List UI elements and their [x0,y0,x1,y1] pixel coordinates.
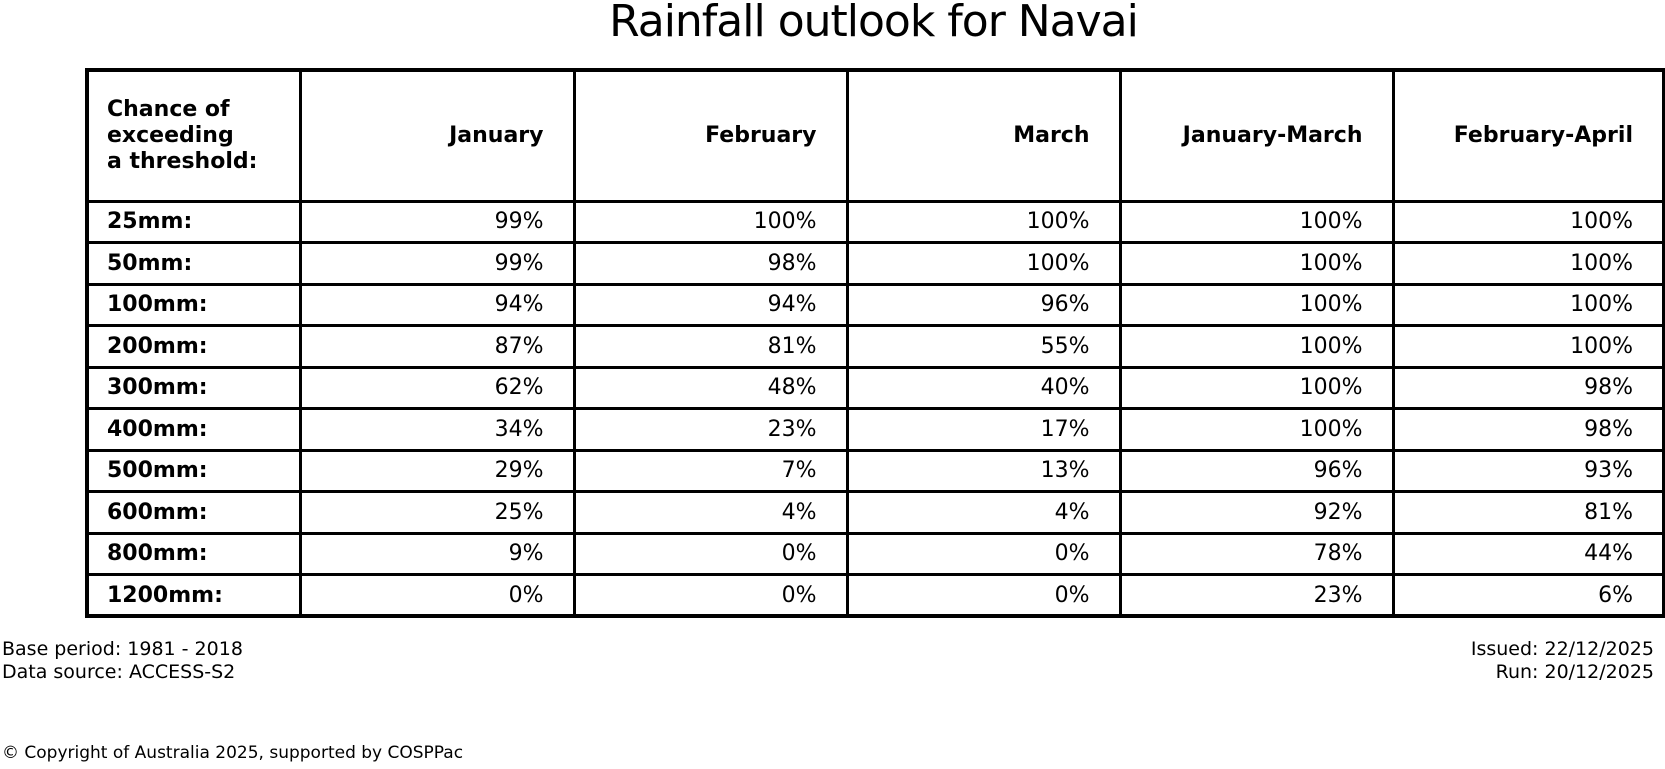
copyright-text: © Copyright of Australia 2025, supported… [2,743,464,763]
threshold-label: 25mm: [85,199,302,244]
table-body: 25mm: 99% 100% 100% 100% 100% 50mm: 99% 98% 100% 1… [85,199,1665,618]
probability-cell: 96% [845,282,1122,327]
probability-cell: 100% [1118,407,1395,452]
probability-cell: 4% [845,490,1122,535]
probability-cell: 17% [845,407,1122,452]
probability-cell: 13% [845,448,1122,493]
run-date-text: Run: 20/12/2025 [1495,661,1654,683]
table-row: 300mm: 62% 48% 40% 100% 98% [85,365,1665,410]
probability-cell: 25% [298,490,576,535]
data-source-text: Data source: ACCESS-S2 [2,661,236,683]
probability-cell: 40% [845,365,1122,410]
probability-cell: 55% [845,324,1122,369]
probability-cell: 98% [1391,407,1665,452]
threshold-label: 1200mm: [85,573,302,618]
table-row: 500mm: 29% 7% 13% 96% 93% [85,448,1665,493]
probability-cell: 34% [298,407,576,452]
table-header-row: Chance of exceeding a threshold: January… [85,68,1665,203]
probability-cell: 99% [298,241,576,286]
probability-cell: 100% [1391,282,1665,327]
table-row: 400mm: 34% 23% 17% 100% 98% [85,407,1665,452]
table-row: 100mm: 94% 94% 96% 100% 100% [85,282,1665,327]
probability-cell: 98% [572,241,849,286]
table-row: 50mm: 99% 98% 100% 100% 100% [85,241,1665,286]
probability-cell: 0% [845,573,1122,618]
threshold-label: 600mm: [85,490,302,535]
table-row: 800mm: 9% 0% 0% 78% 44% [85,531,1665,576]
threshold-label: 50mm: [85,241,302,286]
probability-cell: 44% [1391,531,1665,576]
probability-cell: 9% [298,531,576,576]
probability-cell: 87% [298,324,576,369]
probability-cell: 98% [1391,365,1665,410]
column-header-january: January [298,68,576,203]
probability-cell: 81% [1391,490,1665,535]
probability-cell: 100% [845,241,1122,286]
probability-cell: 81% [572,324,849,369]
rainfall-outlook-table: Chance of exceeding a threshold: January… [85,68,1665,618]
page-title: Rainfall outlook for Navai [609,0,1139,47]
probability-cell: 0% [845,531,1122,576]
probability-cell: 100% [1118,365,1395,410]
threshold-label: 100mm: [85,282,302,327]
threshold-label: 500mm: [85,448,302,493]
probability-cell: 4% [572,490,849,535]
table-row: 1200mm: 0% 0% 0% 23% 6% [85,573,1665,618]
probability-cell: 100% [1391,241,1665,286]
footer-right-block: Issued: 22/12/2025 Run: 20/12/2025 [1471,638,1654,684]
threshold-label: 800mm: [85,531,302,576]
issued-date-text: Issued: 22/12/2025 [1470,638,1654,660]
probability-cell: 100% [1118,282,1395,327]
probability-cell: 29% [298,448,576,493]
probability-cell: 92% [1118,490,1395,535]
probability-cell: 23% [1118,573,1395,618]
probability-cell: 0% [572,573,849,618]
table-row: 25mm: 99% 100% 100% 100% 100% [85,199,1665,244]
probability-cell: 100% [572,199,849,244]
probability-cell: 96% [1118,448,1395,493]
probability-cell: 99% [298,199,576,244]
probability-cell: 62% [298,365,576,410]
footer-left-block: Base period: 1981 - 2018 Data source: AC… [2,638,243,684]
probability-cell: 94% [572,282,849,327]
probability-cell: 100% [845,199,1122,244]
probability-cell: 100% [1391,324,1665,369]
column-header-january-march: January-March [1118,68,1395,203]
threshold-label: 200mm: [85,324,302,369]
threshold-label: 400mm: [85,407,302,452]
probability-cell: 0% [298,573,576,618]
table-row: 200mm: 87% 81% 55% 100% 100% [85,324,1665,369]
column-header-march: March [845,68,1122,203]
probability-cell: 0% [572,531,849,576]
probability-cell: 23% [572,407,849,452]
probability-cell: 100% [1391,199,1665,244]
probability-cell: 78% [1118,531,1395,576]
probability-cell: 100% [1118,241,1395,286]
threshold-label: 300mm: [85,365,302,410]
probability-cell: 93% [1391,448,1665,493]
table-row: 600mm: 25% 4% 4% 92% 81% [85,490,1665,535]
probability-cell: 100% [1118,199,1395,244]
column-header-february: February [572,68,849,203]
probability-cell: 94% [298,282,576,327]
probability-cell: 48% [572,365,849,410]
column-header-february-april: February-April [1391,68,1665,203]
probability-cell: 100% [1118,324,1395,369]
base-period-text: Base period: 1981 - 2018 [2,638,243,660]
probability-cell: 6% [1391,573,1665,618]
corner-header: Chance of exceeding a threshold: [85,68,302,203]
probability-cell: 7% [572,448,849,493]
